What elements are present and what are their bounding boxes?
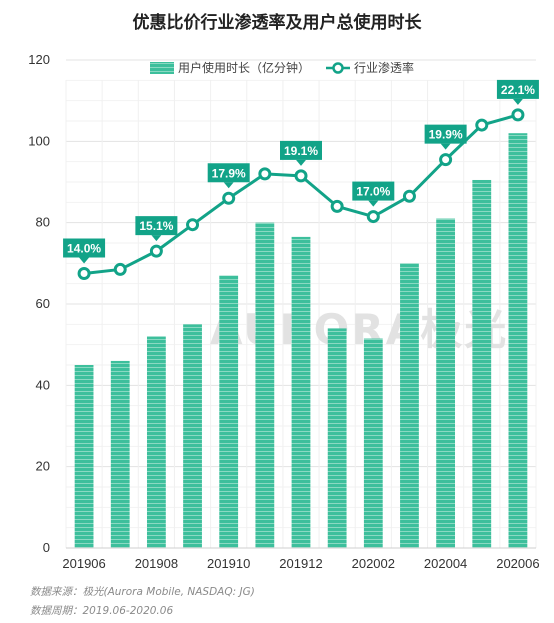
- bar-201910: [219, 275, 239, 548]
- data-label: 22.1%: [501, 83, 535, 97]
- bar-201912: [291, 236, 311, 548]
- chart-title: 优惠比价行业渗透率及用户总使用时长: [133, 12, 423, 33]
- data-label-box: [280, 140, 322, 160]
- line-point-201907: [113, 262, 127, 276]
- data-label-box: [207, 163, 250, 183]
- line-point-202005: [475, 118, 489, 132]
- data-label: 14.0%: [67, 242, 101, 256]
- data-label-box: [424, 124, 467, 144]
- line-point-201911: [258, 167, 272, 181]
- y-tick-label: 120: [28, 52, 50, 67]
- bar-201911: [255, 222, 275, 548]
- line-point-202002: [366, 210, 380, 224]
- legend-line-marker: [332, 62, 344, 74]
- x-tick-label: 201910: [207, 556, 250, 571]
- line-point-202001: [330, 199, 344, 213]
- line-point-201908: [149, 244, 163, 258]
- bar-202006: [508, 133, 528, 548]
- data-label: 17.9%: [212, 166, 246, 180]
- x-tick-label: 201906: [62, 556, 105, 571]
- legend: 用户使用时长（亿分钟） 行业渗透率: [150, 60, 414, 75]
- data-label-box: [352, 181, 395, 201]
- x-tick-label: 201912: [279, 556, 322, 571]
- data-label: 17.0%: [356, 185, 390, 199]
- source-note: 数据来源：极光(Aurora Mobile, NASDAQ: JG): [30, 586, 255, 598]
- line-point-201909: [186, 218, 200, 232]
- data-label-box: [496, 79, 539, 99]
- line-point-202004: [439, 153, 453, 167]
- x-tick-label: 202004: [424, 556, 467, 571]
- data-label-pointer: [296, 159, 306, 166]
- line-point-201906: [77, 267, 91, 280]
- penetration-line: [77, 108, 525, 280]
- line-point-202003: [402, 189, 416, 203]
- data-label-pointer: [223, 182, 234, 189]
- y-tick-label: 80: [36, 215, 50, 230]
- x-tick-label: 201908: [135, 556, 178, 571]
- data-label-pointer: [368, 200, 379, 207]
- bars: [74, 133, 528, 548]
- legend-bar-swatch: [150, 62, 174, 74]
- data-label-box: [135, 216, 178, 236]
- data-label-pointer: [151, 235, 162, 242]
- data-label: 19.1%: [284, 144, 318, 158]
- y-tick-label: 20: [36, 459, 50, 474]
- x-tick-label: 202002: [352, 556, 395, 571]
- bar-201907: [110, 360, 130, 548]
- bar-201909: [183, 324, 202, 548]
- data-label-pointer: [440, 143, 451, 150]
- data-label: 19.9%: [429, 128, 463, 142]
- legend-line-label: 行业渗透率: [354, 60, 414, 75]
- data-labels: 14.0% 15.1% 17.9% 19.1% 17.0% 19.9% 22.1%: [63, 79, 539, 264]
- bar-202005: [472, 179, 492, 548]
- y-tick-label: 60: [36, 296, 50, 311]
- axes: 0 20 40 60 80 100 120 201906 201908 201910 201912 2…: [28, 52, 539, 571]
- legend-bar-label: 用户使用时长（亿分钟）: [178, 60, 310, 75]
- bar-202003: [400, 263, 419, 548]
- data-label: 15.1%: [139, 219, 173, 233]
- watermark: AURORA极光: [210, 305, 508, 354]
- data-label-pointer: [512, 98, 523, 105]
- y-tick-label: 0: [43, 540, 50, 555]
- line-point-201910: [222, 191, 236, 205]
- bar-202001: [327, 328, 347, 548]
- period-note: 数据周期：2019.06-2020.06: [30, 605, 174, 617]
- y-tick-label: 100: [28, 133, 50, 148]
- bar-201908: [146, 336, 166, 548]
- bar-202004: [436, 218, 456, 548]
- bar-202002: [363, 338, 383, 548]
- line-point-201912: [294, 169, 308, 183]
- bar-201906: [74, 365, 94, 548]
- line-point-202006: [511, 108, 525, 122]
- x-tick-label: 202006: [496, 556, 539, 571]
- y-tick-label: 40: [36, 377, 50, 392]
- data-label-pointer: [79, 257, 90, 264]
- data-label-box: [63, 238, 106, 258]
